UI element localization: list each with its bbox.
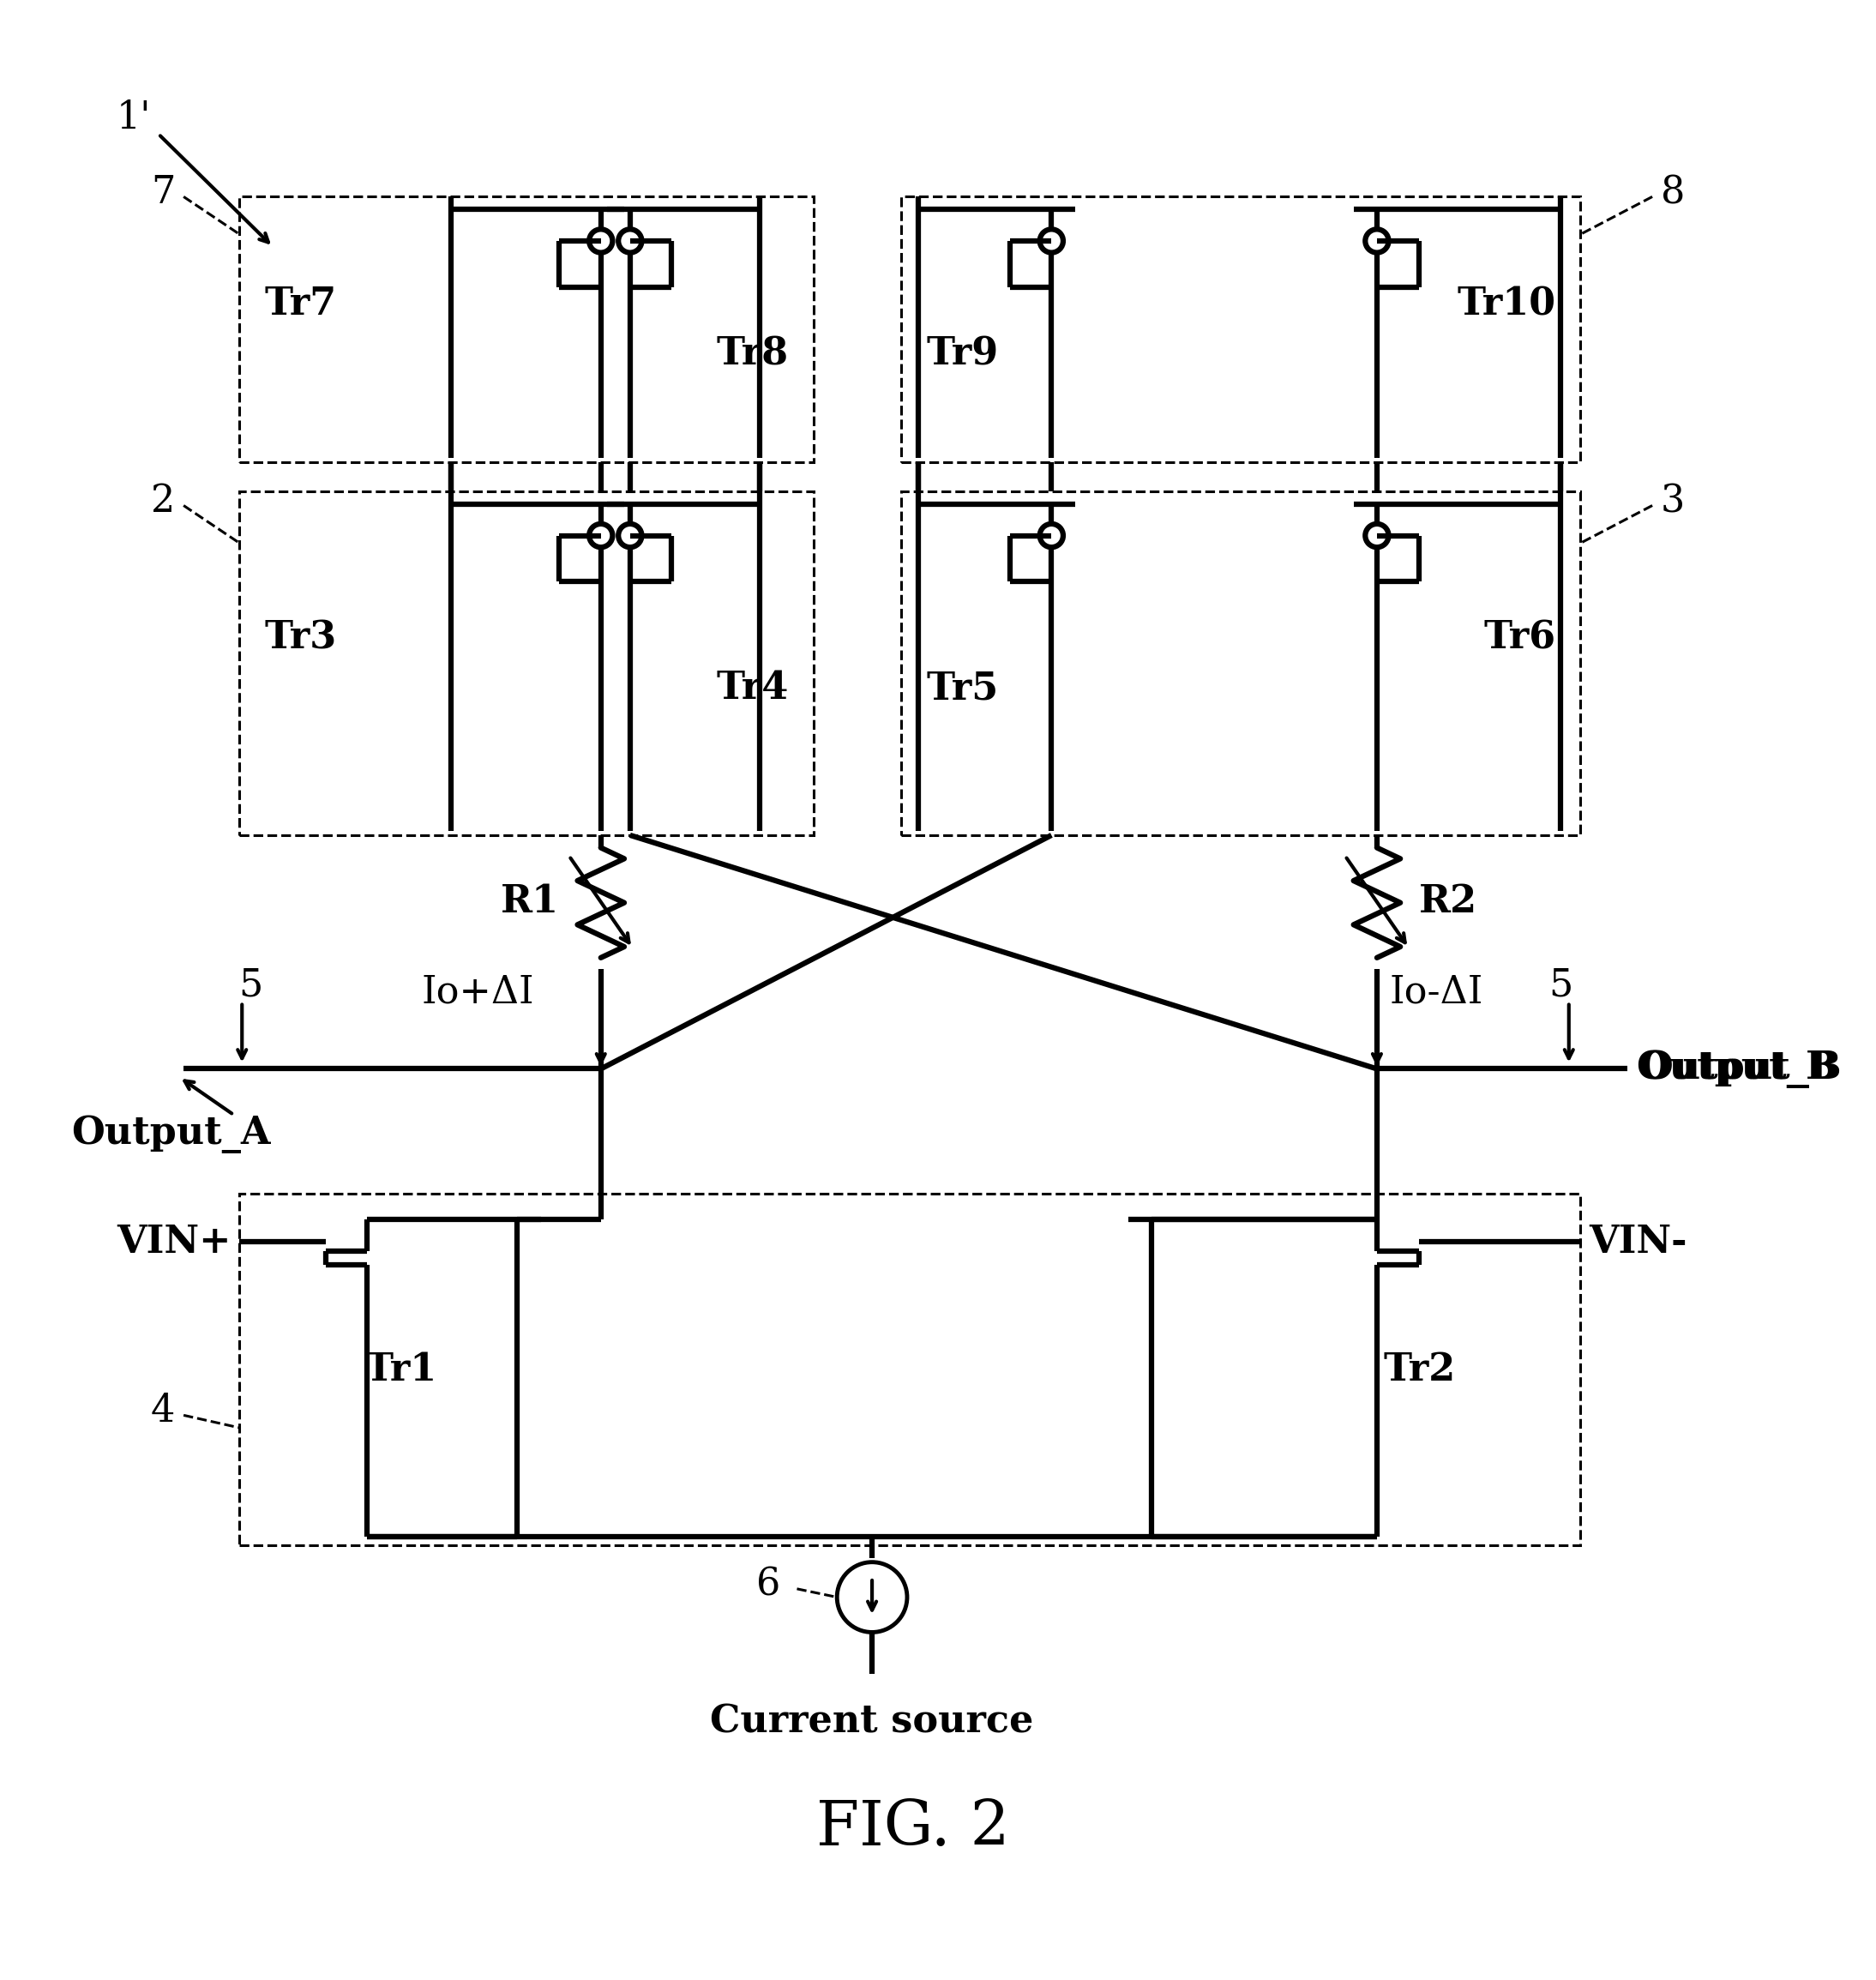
Text: 7: 7	[150, 174, 174, 212]
Text: Io+ΔI: Io+ΔI	[422, 974, 535, 1010]
Text: 8: 8	[1660, 174, 1685, 212]
Text: VIN+: VIN+	[116, 1224, 231, 1261]
Bar	[240, 1194, 1581, 1546]
Bar	[240, 491, 814, 836]
Text: Tr9: Tr9	[927, 337, 998, 372]
Text: Output_B: Output_B	[1640, 1049, 1842, 1087]
Text: 4: 4	[150, 1392, 174, 1430]
Text: 2: 2	[152, 483, 174, 521]
Text: 5: 5	[1548, 966, 1572, 1004]
Text: Tr2: Tr2	[1383, 1350, 1456, 1388]
Text: 1': 1'	[116, 99, 150, 137]
Text: Output_B: Output_B	[1636, 1049, 1838, 1087]
Bar	[900, 491, 1581, 836]
Text: 6: 6	[756, 1566, 780, 1604]
Text: VIN-: VIN-	[1589, 1224, 1687, 1261]
Text: R2: R2	[1418, 883, 1476, 921]
Text: R1: R1	[501, 883, 559, 921]
Bar	[900, 196, 1581, 461]
Text: Current source: Current source	[711, 1703, 1034, 1740]
Text: Tr3: Tr3	[265, 620, 338, 657]
Text: Output_A: Output_A	[71, 1115, 270, 1152]
Bar	[240, 196, 814, 461]
Text: Tr5: Tr5	[927, 669, 998, 707]
Text: FIG. 2: FIG. 2	[816, 1798, 1009, 1859]
Text: Tr10: Tr10	[1458, 285, 1555, 323]
Text: Io-ΔI: Io-ΔI	[1390, 974, 1484, 1010]
Text: Tr8: Tr8	[717, 337, 788, 372]
Text: Tr1: Tr1	[364, 1350, 437, 1388]
Text: Tr6: Tr6	[1484, 620, 1555, 657]
Text: 5: 5	[238, 966, 263, 1004]
Text: Tr4: Tr4	[717, 669, 788, 707]
Text: 3: 3	[1660, 483, 1685, 521]
Text: Tr7: Tr7	[265, 285, 338, 323]
